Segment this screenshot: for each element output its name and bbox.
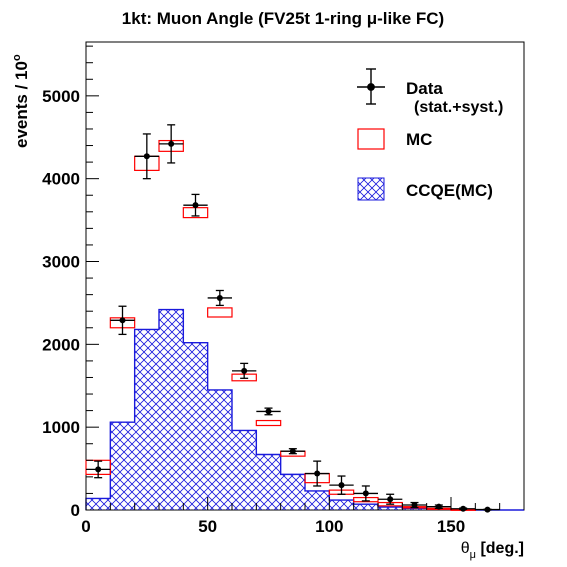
legend: Data (stat.+syst.) MC CCQE(MC) bbox=[357, 68, 503, 201]
data-point bbox=[256, 407, 281, 416]
data-point bbox=[183, 193, 208, 217]
ccqe-bar bbox=[207, 389, 232, 510]
data-point bbox=[207, 289, 232, 307]
data-point bbox=[305, 460, 330, 487]
ccqe-bar bbox=[280, 474, 305, 510]
data-point bbox=[378, 493, 403, 505]
y-tick-label: 2000 bbox=[42, 335, 80, 354]
legend-mc-label: MC bbox=[406, 130, 432, 149]
data-point bbox=[329, 475, 354, 495]
data-point bbox=[110, 305, 135, 336]
data-points bbox=[86, 124, 500, 513]
mc-box bbox=[207, 307, 233, 318]
data-point bbox=[451, 505, 476, 512]
x-tick-label: 100 bbox=[315, 517, 343, 536]
ccqe-bar bbox=[183, 342, 208, 510]
ccqe-bar bbox=[86, 498, 111, 510]
ccqe-bar bbox=[134, 329, 159, 510]
data-point bbox=[159, 124, 184, 164]
data-point bbox=[353, 485, 378, 502]
ccqe-bar bbox=[402, 508, 427, 510]
legend-ccqe-swatch bbox=[357, 177, 385, 201]
legend-data-marker bbox=[357, 68, 385, 105]
ccqe-bar bbox=[159, 309, 184, 510]
legend-mc-swatch bbox=[357, 128, 385, 150]
legend-ccqe-label: CCQE(MC) bbox=[406, 181, 493, 200]
ccqe-histogram bbox=[85, 308, 524, 511]
y-tick-label: 0 bbox=[71, 501, 80, 520]
data-point bbox=[426, 503, 451, 510]
data-point bbox=[232, 362, 257, 379]
mc-box bbox=[255, 419, 282, 427]
y-tick-label: 3000 bbox=[42, 253, 80, 272]
data-point bbox=[134, 133, 159, 180]
data-point bbox=[280, 448, 305, 455]
data-point bbox=[86, 460, 111, 479]
legend-data-sublabel: (stat.+syst.) bbox=[414, 99, 503, 116]
axes: 0 50 100 150 0 1000 2000 3000 4000 5000 bbox=[42, 45, 525, 536]
ccqe-bar bbox=[232, 430, 257, 510]
x-tick-label: 50 bbox=[198, 517, 217, 536]
chart-title: 1kt: Muon Angle (FV25t 1-ring μ-like FC) bbox=[122, 9, 444, 28]
data-point bbox=[402, 501, 427, 509]
x-tick-label: 0 bbox=[81, 517, 90, 536]
ccqe-bar bbox=[256, 454, 281, 510]
legend-data-label: Data bbox=[406, 79, 443, 98]
y-tick-label: 5000 bbox=[42, 87, 80, 106]
ccqe-bar bbox=[329, 500, 354, 510]
y-axis-label: events / 10o bbox=[11, 54, 31, 148]
x-tick-label: 150 bbox=[437, 517, 465, 536]
ccqe-bar bbox=[378, 507, 403, 510]
x-axis-label: θμ [deg.] bbox=[461, 540, 524, 561]
ccqe-bar bbox=[305, 490, 330, 510]
y-tick-label: 1000 bbox=[42, 418, 80, 437]
ccqe-bar bbox=[353, 504, 378, 510]
y-tick-label: 4000 bbox=[42, 170, 80, 189]
ccqe-bar bbox=[110, 422, 135, 510]
data-point bbox=[475, 506, 500, 513]
